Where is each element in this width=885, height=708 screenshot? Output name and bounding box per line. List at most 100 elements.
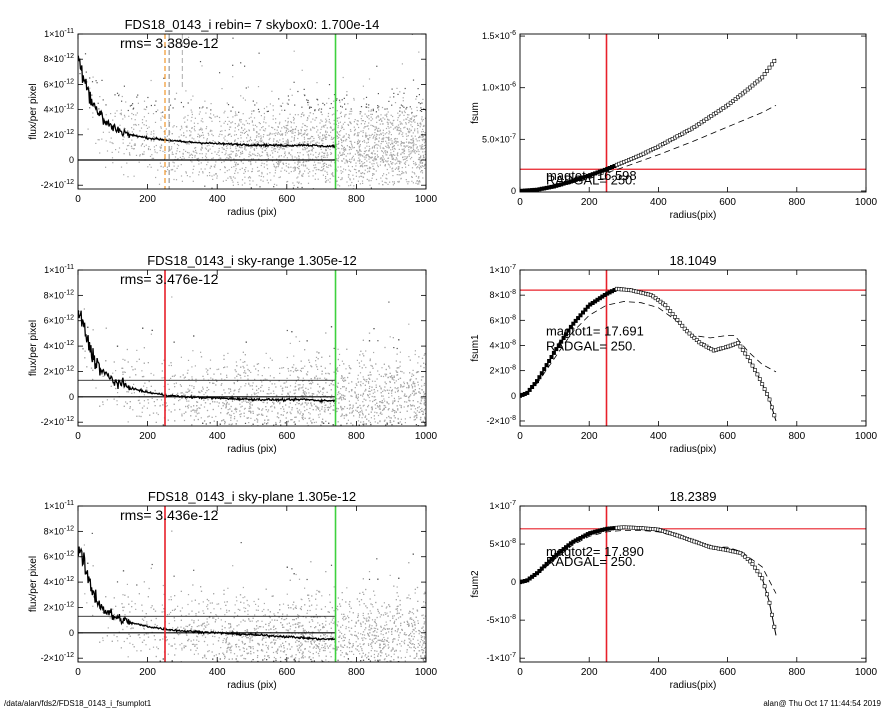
x-tick-label: 800 — [788, 431, 805, 442]
x-tick-label: 600 — [278, 194, 295, 205]
x-tick-label: 0 — [517, 667, 523, 678]
plot-frame — [77, 505, 427, 663]
chart-p1: 0 200 400 600 800 1000-2×10-1202×10-124×10-12… — [28, 17, 438, 218]
y-tick-label: 1.0×10-6 — [482, 82, 516, 93]
square-markers — [520, 59, 777, 192]
x-tick-label: 400 — [650, 667, 667, 678]
x-tick-label: 200 — [581, 197, 598, 208]
y-tick-label: 1.5×10-6 — [482, 30, 516, 41]
y-axis-label: flux/per pixel — [28, 320, 39, 376]
label-0: magtot= 16.598 — [546, 168, 637, 183]
y-tick-label: 6×10-12 — [44, 315, 75, 326]
plot-area-p2 — [520, 34, 866, 192]
y-axis-label: flux/per pixel — [28, 556, 39, 612]
y-tick-label: 1×10-11 — [44, 500, 74, 511]
x-tick-label: 1000 — [415, 431, 438, 442]
y-tick-label: 2×10-8 — [489, 365, 516, 376]
solid-curve — [520, 288, 777, 422]
y-tick-label: 1×10-11 — [44, 28, 74, 39]
profile-line — [78, 310, 336, 404]
x-axis-label: radius (pix) — [227, 680, 276, 691]
x-tick-label: 600 — [278, 431, 295, 442]
y-tick-label: 0 — [511, 186, 516, 196]
y-axis-label: fsum2 — [470, 570, 481, 598]
plot-area-p6 — [520, 506, 866, 662]
rms-annotation: rms= 3.436e-12 — [120, 507, 219, 523]
footer-timestamp: alan@ Thu Oct 17 11:44:54 2019 — [763, 699, 881, 708]
y-tick-label: -1×10-7 — [486, 652, 516, 663]
chart-title: 18.2389 — [670, 489, 717, 504]
plot-frame — [519, 33, 867, 193]
plot-area-p4 — [520, 270, 866, 426]
scatter-points — [79, 34, 426, 189]
y-tick-label: -2×10-12 — [41, 652, 75, 663]
square-markers — [520, 525, 777, 629]
y-tick-label: 6×10-8 — [489, 314, 516, 325]
y-tick-label: 4×10-12 — [44, 576, 75, 587]
x-tick-label: 600 — [719, 667, 736, 678]
y-tick-label: 4×10-8 — [489, 339, 516, 350]
plot-frame — [519, 269, 867, 427]
x-tick-label: 200 — [139, 667, 156, 678]
y-tick-label: 1×10-11 — [44, 264, 74, 275]
x-tick-label: 800 — [348, 431, 365, 442]
label-0: magtot1= 17.691 — [546, 323, 644, 338]
y-tick-label: 8×10-12 — [44, 289, 75, 300]
chart-p5: 0 200 400 600 800 1000-2×10-1202×10-124×10-12… — [28, 489, 438, 691]
x-tick-label: 400 — [650, 431, 667, 442]
y-tick-label: 0 — [69, 392, 74, 402]
x-tick-label: 400 — [209, 431, 226, 442]
x-tick-label: 200 — [581, 667, 598, 678]
y-tick-label: -2×10-12 — [41, 179, 75, 190]
x-tick-label: 0 — [517, 431, 523, 442]
y-tick-label: 8×10-8 — [489, 289, 516, 300]
plot-frame — [77, 269, 427, 427]
profile-line — [78, 55, 336, 149]
y-tick-label: 8×10-12 — [44, 53, 75, 64]
y-tick-label: 0 — [69, 155, 74, 165]
plot-area-p1 — [78, 34, 426, 189]
y-tick-label: 5.0×10-7 — [482, 133, 516, 144]
y-axis-label: fsum1 — [470, 334, 481, 362]
x-axis-label: radius(pix) — [670, 444, 717, 455]
chart-title: FDS18_0143_i rebin= 7 skybox0: 1.700e-14 — [125, 17, 380, 32]
y-tick-label: 2×10-12 — [44, 365, 75, 376]
x-tick-label: 400 — [209, 667, 226, 678]
footer-path: /data/alan/fds2/FDS18_0143_i_fsumplot1 — [4, 699, 152, 708]
dashed-curve — [520, 530, 777, 594]
x-tick-label: 600 — [719, 431, 736, 442]
rms-annotation: rms= 3.476e-12 — [120, 271, 219, 287]
x-tick-label: 200 — [139, 431, 156, 442]
y-tick-label: 6×10-12 — [44, 551, 75, 562]
x-tick-label: 1000 — [415, 667, 438, 678]
y-tick-label: 0 — [511, 391, 516, 401]
scatter-points — [78, 296, 426, 426]
y-tick-label: -2×10-8 — [486, 415, 516, 426]
dashed-curve — [520, 104, 777, 192]
rms-annotation: rms= 3.389e-12 — [120, 35, 219, 51]
x-tick-label: 1000 — [855, 431, 878, 442]
square-markers — [520, 286, 777, 418]
y-tick-label: 5×10-8 — [489, 538, 516, 549]
y-tick-label: 4×10-12 — [44, 340, 75, 351]
x-tick-label: 0 — [75, 194, 81, 205]
plot-frame — [77, 33, 427, 190]
label-0: magtot2= 17.890 — [546, 544, 644, 559]
x-tick-label: 800 — [788, 667, 805, 678]
label-1: RADGAL= 250. — [546, 339, 636, 354]
y-tick-label: 1×10-7 — [489, 500, 516, 511]
plot-frame — [519, 505, 867, 663]
x-tick-label: 0 — [75, 667, 81, 678]
chart-title: FDS18_0143_i sky-range 1.305e-12 — [147, 253, 357, 268]
x-tick-label: 400 — [650, 197, 667, 208]
x-axis-label: radius (pix) — [227, 207, 276, 218]
x-tick-label: 1000 — [415, 194, 438, 205]
y-tick-label: 0 — [511, 577, 516, 587]
x-tick-label: 400 — [209, 194, 226, 205]
x-axis-label: radius (pix) — [227, 444, 276, 455]
x-tick-label: 200 — [581, 431, 598, 442]
chart-title: FDS18_0143_i sky-plane 1.305e-12 — [148, 489, 356, 504]
